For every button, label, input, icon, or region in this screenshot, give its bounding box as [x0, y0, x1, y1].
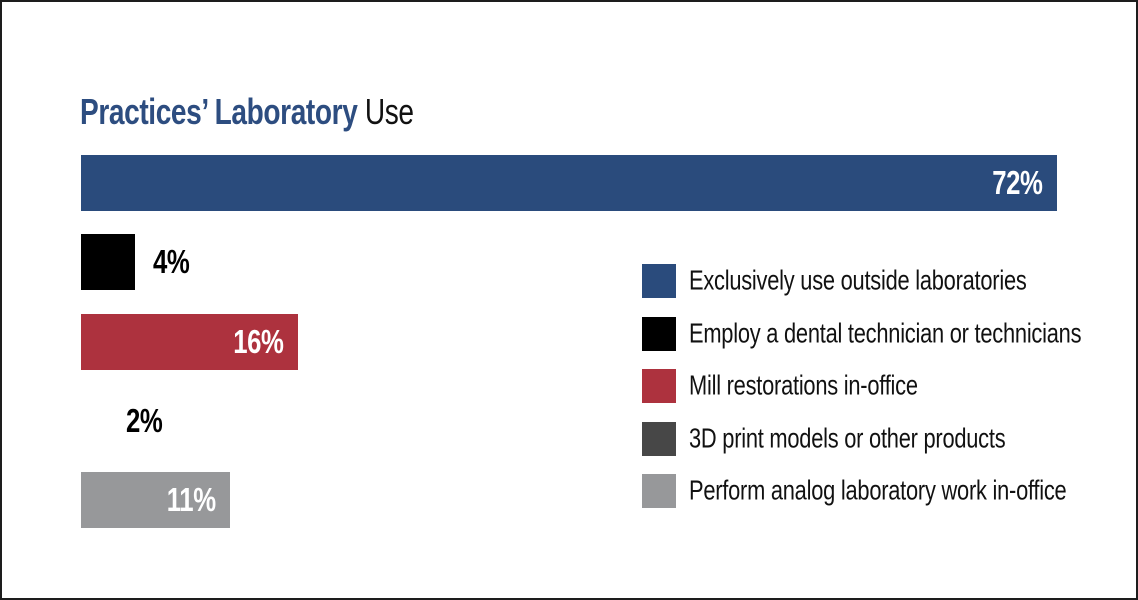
bar — [81, 234, 135, 290]
legend-swatch — [642, 369, 676, 403]
bar-chart: 72% 4% 16% 2% 11% — [81, 155, 1081, 535]
chart-title: Practices’ Laboratory Use — [80, 92, 414, 132]
chart-title-emphasis: Practices’ Laboratory — [80, 91, 358, 132]
bar — [81, 314, 298, 370]
legend-label: Perform analog laboratory work in-office — [689, 474, 1067, 506]
bar-value-label: 72% — [992, 164, 1044, 201]
legend-label: 3D print models or other products — [689, 422, 1006, 454]
legend-swatch — [642, 264, 676, 298]
legend-label: Mill restorations in-office — [689, 369, 918, 401]
bar-row: 11% — [81, 472, 1081, 528]
bar-row: 4% — [81, 234, 1081, 290]
legend-swatch — [642, 422, 676, 456]
bar-value-label: 11% — [167, 481, 216, 518]
legend-swatch — [642, 474, 676, 508]
legend-label: Exclusively use outside laboratories — [689, 264, 1027, 296]
bar-row: 2% — [81, 393, 1081, 449]
bar-row: 72% — [81, 155, 1081, 211]
bar — [81, 472, 230, 528]
chart-title-rest: Use — [357, 91, 414, 132]
bar-value-label: 16% — [233, 323, 285, 360]
bar-value-label: 2% — [126, 402, 163, 439]
legend-swatch — [642, 317, 676, 351]
bar — [81, 155, 1057, 211]
bar-value-label: 4% — [153, 243, 190, 280]
bar-row: 16% — [81, 314, 1081, 370]
legend-label: Employ a dental technician or technician… — [689, 317, 1082, 349]
